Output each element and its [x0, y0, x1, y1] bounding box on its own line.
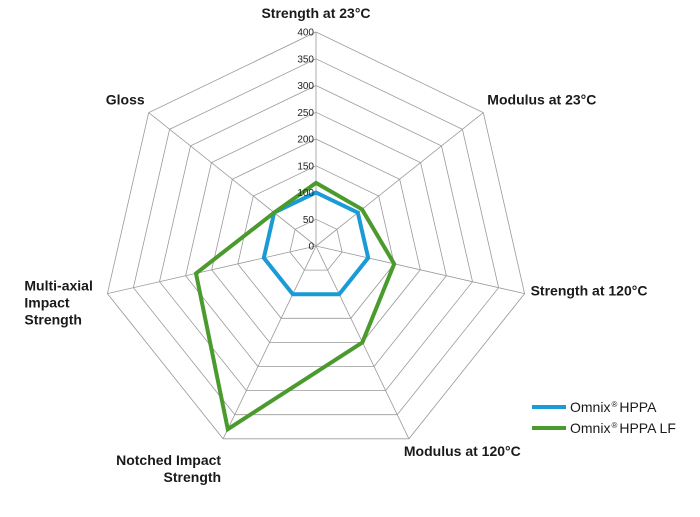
legend: Omnix® HPPA Omnix® HPPA LF	[532, 396, 676, 438]
axis-label-4-line-1: Strength	[164, 469, 222, 485]
grid-ring-250	[185, 111, 447, 367]
tick-label-400: 400	[297, 28, 314, 39]
grid-ring-50	[289, 218, 343, 271]
grid-ring-400	[106, 31, 526, 440]
axis-label-3-line-0: Modulus at 120°C	[404, 443, 521, 459]
tick-label-350: 350	[297, 54, 314, 65]
grid-ring-300	[159, 85, 473, 392]
spoke-1	[315, 112, 484, 247]
axis-label-4: Notched Impact Strength	[116, 452, 221, 485]
spoke-4	[222, 245, 317, 439]
grid-ring-350	[132, 58, 500, 416]
radar-tick-labels: 0 50 100 150 200 250 300 350 400	[297, 28, 314, 253]
axis-label-6: Gloss	[106, 92, 145, 108]
axis-label-0-line-0: Strength at 23°C	[261, 5, 370, 21]
axis-label-4-line-0: Notched Impact	[116, 452, 221, 468]
legend-item-0: Omnix® HPPA	[532, 396, 676, 417]
tick-label-50: 50	[303, 215, 315, 226]
axis-label-1-line-0: Modulus at 23°C	[487, 92, 596, 108]
axis-label-5-line-2: Strength	[24, 312, 82, 328]
grid-ring-200	[211, 138, 421, 343]
axis-label-5-line-1: Impact	[24, 295, 69, 311]
legend-label-1: Omnix® HPPA LF	[570, 419, 676, 436]
axis-label-2: Strength at 120°C	[531, 283, 648, 299]
axis-label-3: Modulus at 120°C	[404, 443, 521, 459]
tick-label-150: 150	[297, 161, 314, 172]
spoke-2	[315, 245, 525, 294]
tick-label-300: 300	[297, 81, 314, 92]
legend-label-0: Omnix® HPPA	[570, 398, 657, 415]
legend-swatch-0	[532, 404, 566, 409]
axis-label-5: Multi-axial Impact Strength	[24, 278, 92, 328]
spoke-6	[148, 112, 317, 247]
axis-label-2-line-0: Strength at 120°C	[531, 283, 648, 299]
radar-axis-labels: Strength at 23°C Modulus at 23°C Strength …	[24, 5, 647, 485]
axis-label-6-line-0: Gloss	[106, 92, 145, 108]
axis-label-0: Strength at 23°C	[261, 5, 370, 21]
radar-spokes	[107, 32, 525, 439]
radar-grid	[106, 31, 526, 440]
spoke-5	[107, 245, 317, 294]
tick-label-200: 200	[297, 135, 314, 146]
legend-swatch-1	[532, 425, 566, 430]
legend-item-1: Omnix® HPPA LF	[532, 417, 676, 438]
tick-label-0: 0	[308, 242, 314, 253]
series-line-1	[193, 180, 397, 433]
series-line-0	[261, 190, 371, 297]
tick-label-100: 100	[297, 188, 314, 199]
axis-label-5-line-0: Multi-axial	[24, 278, 92, 294]
grid-ring-150	[237, 165, 395, 319]
radar-series-layer	[193, 180, 397, 433]
tick-label-250: 250	[297, 108, 314, 119]
axis-label-1: Modulus at 23°C	[487, 92, 596, 108]
